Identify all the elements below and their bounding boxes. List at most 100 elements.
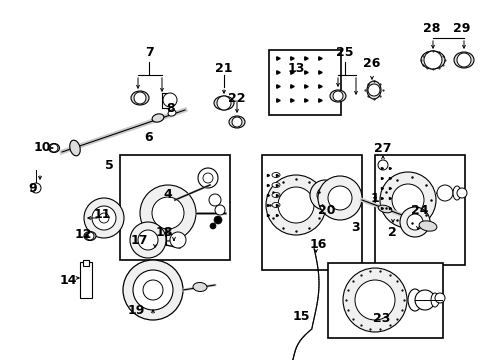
Ellipse shape (418, 221, 436, 231)
Circle shape (50, 144, 58, 152)
Ellipse shape (271, 193, 280, 198)
Circle shape (327, 186, 351, 210)
Circle shape (317, 176, 361, 220)
Ellipse shape (430, 293, 438, 307)
Ellipse shape (168, 110, 176, 116)
Text: 17: 17 (130, 234, 147, 248)
Circle shape (367, 84, 379, 96)
Text: 9: 9 (29, 181, 37, 194)
Bar (120, 155, 229, 260)
Text: 28: 28 (423, 22, 440, 35)
Circle shape (84, 198, 124, 238)
Circle shape (414, 290, 434, 310)
Circle shape (217, 96, 230, 110)
Circle shape (399, 207, 429, 237)
Circle shape (134, 92, 146, 104)
Circle shape (123, 260, 183, 320)
Text: 26: 26 (363, 57, 380, 69)
Circle shape (316, 187, 332, 203)
Text: 29: 29 (452, 22, 470, 35)
Ellipse shape (452, 186, 460, 200)
Circle shape (163, 93, 177, 107)
Ellipse shape (271, 202, 280, 207)
Text: 15: 15 (292, 310, 309, 324)
Circle shape (391, 184, 423, 216)
Circle shape (208, 194, 221, 206)
Text: 1: 1 (370, 192, 379, 204)
Text: 11: 11 (93, 207, 110, 220)
Circle shape (203, 173, 213, 183)
Circle shape (377, 160, 387, 170)
Bar (374, 155, 464, 265)
Ellipse shape (214, 96, 234, 110)
Ellipse shape (377, 205, 391, 213)
Text: 19: 19 (127, 303, 144, 316)
Text: 21: 21 (215, 62, 232, 75)
Ellipse shape (271, 183, 280, 188)
Circle shape (406, 214, 422, 230)
Text: 10: 10 (33, 140, 51, 153)
Circle shape (434, 293, 444, 303)
Text: 3: 3 (351, 220, 360, 234)
Circle shape (31, 183, 41, 193)
Circle shape (130, 222, 165, 258)
Circle shape (456, 53, 470, 67)
Bar (262, 155, 361, 270)
Circle shape (133, 270, 173, 310)
Ellipse shape (343, 184, 355, 206)
Circle shape (140, 185, 196, 241)
Bar (327, 263, 442, 338)
Circle shape (152, 197, 183, 229)
Circle shape (138, 230, 158, 250)
Ellipse shape (84, 231, 96, 240)
Text: 24: 24 (410, 203, 428, 216)
Text: 25: 25 (336, 45, 353, 59)
Text: 18: 18 (155, 225, 172, 239)
Circle shape (379, 172, 435, 228)
Text: 4: 4 (163, 188, 172, 201)
Ellipse shape (131, 91, 149, 105)
Circle shape (456, 188, 466, 198)
Circle shape (209, 223, 216, 229)
Circle shape (142, 280, 163, 300)
Circle shape (265, 175, 325, 235)
Text: 8: 8 (166, 102, 175, 114)
Text: 7: 7 (144, 45, 153, 59)
Circle shape (86, 232, 94, 240)
Circle shape (99, 213, 109, 223)
Text: 12: 12 (74, 228, 92, 240)
Circle shape (170, 232, 185, 248)
Bar (83, 260, 89, 266)
Ellipse shape (228, 116, 244, 128)
Circle shape (215, 205, 224, 215)
Ellipse shape (420, 51, 444, 69)
Circle shape (309, 180, 339, 210)
Ellipse shape (48, 144, 60, 153)
Ellipse shape (366, 81, 380, 99)
Circle shape (332, 91, 342, 101)
Ellipse shape (70, 140, 80, 156)
Circle shape (278, 187, 313, 223)
Circle shape (342, 268, 406, 332)
Text: 14: 14 (59, 274, 77, 287)
Bar (80, 262, 92, 298)
Ellipse shape (193, 283, 206, 292)
Text: 5: 5 (104, 158, 113, 171)
Ellipse shape (329, 90, 346, 102)
Text: 27: 27 (373, 141, 391, 154)
Text: 6: 6 (144, 131, 153, 144)
Circle shape (214, 216, 222, 224)
Ellipse shape (271, 172, 280, 177)
Circle shape (436, 185, 452, 201)
Text: 16: 16 (309, 239, 326, 252)
Text: 13: 13 (287, 62, 304, 75)
Text: 20: 20 (318, 203, 335, 216)
Ellipse shape (407, 289, 421, 311)
Text: 22: 22 (228, 91, 245, 104)
Circle shape (354, 280, 394, 320)
Circle shape (198, 168, 218, 188)
Circle shape (423, 51, 441, 69)
Circle shape (231, 117, 242, 127)
Bar (268, 50, 340, 115)
Text: 2: 2 (387, 225, 396, 239)
